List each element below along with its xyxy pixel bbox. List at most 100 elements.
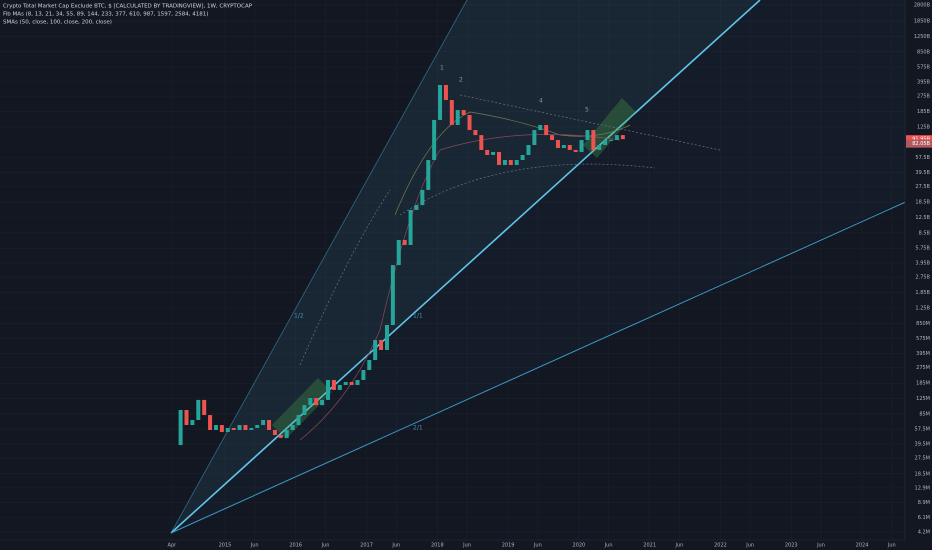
y-tick-label: 185B (917, 109, 931, 115)
y-tick-label: 125B (917, 125, 931, 131)
candle-body (591, 130, 596, 150)
y-tick-label: 3.95B (915, 260, 930, 266)
fan-fill-lower (171, 0, 905, 533)
candle-body (343, 381, 348, 385)
axes: 4.2M 6.1M 8.9M 12.9M 18.5M 27.5M 39.5M 57.5M 85M… (168, 2, 932, 549)
candle-body (284, 430, 289, 438)
wave-label: 5 (585, 107, 589, 114)
y-tick-label: 2800B (914, 2, 931, 8)
y-tick-label: 2.75B (915, 275, 930, 281)
y-tick-label: 27.5B (915, 184, 930, 190)
y-tick-label: 395M (916, 351, 930, 357)
candle-body (349, 381, 354, 385)
wave-label: 2 (459, 77, 463, 84)
x-tick-label: Jun (887, 543, 896, 549)
candle-body (502, 160, 507, 165)
candle-body (432, 119, 437, 161)
candle-body (426, 160, 431, 190)
candle-body (603, 140, 608, 145)
candle-body (355, 379, 360, 385)
candle-body (520, 154, 525, 161)
x-tick-label: Jun (816, 543, 825, 549)
y-tick-label: 6.1M (918, 515, 930, 521)
candle-body (272, 430, 277, 435)
fan-label: 2/1 (413, 425, 423, 432)
candle-body (290, 425, 295, 431)
candle-body (396, 239, 401, 266)
candle-body (373, 339, 378, 361)
candle-body (337, 384, 342, 390)
x-tick-label: Jun (250, 543, 259, 549)
y-tick-label: 850B (917, 49, 931, 55)
x-tick-label: 2019 (502, 543, 515, 549)
y-tick-label: 18.5M (915, 471, 930, 477)
fan-line (170, 0, 468, 534)
candle-body (331, 379, 336, 390)
candle-body (461, 110, 466, 116)
candle-body (550, 135, 555, 141)
y-tick-label: 275M (916, 365, 930, 371)
candle-body (532, 130, 537, 145)
candle-body (379, 339, 384, 350)
candle-body (296, 415, 301, 426)
candle-body (202, 399, 207, 416)
x-tick-label: 2020 (573, 543, 586, 549)
candle-body (573, 149, 578, 152)
candle-body (302, 405, 307, 416)
candle-body (443, 84, 448, 101)
candle-body (514, 160, 519, 165)
candle-body (390, 265, 395, 325)
sma-line (299, 134, 621, 441)
candle-body (267, 420, 272, 431)
x-tick-label: Jun (321, 543, 330, 549)
candle-body (579, 140, 584, 152)
candle-body (178, 409, 183, 446)
candle-body (255, 425, 260, 429)
y-tick-label: 395B (917, 79, 931, 85)
candle-body (508, 160, 513, 165)
x-tick-label: Jun (745, 543, 754, 549)
candle-body (614, 135, 619, 141)
y-tick-label: 125M (916, 396, 930, 402)
price-axis (905, 0, 932, 550)
y-tick-label: 1250B (914, 34, 931, 40)
y-tick-label: 12.9M (915, 485, 930, 491)
candle-body (597, 144, 602, 150)
candle-body (314, 398, 319, 406)
candle-body (384, 324, 389, 350)
candle-body (455, 110, 460, 125)
trend-curve (399, 163, 656, 216)
wave-label: 4 (539, 98, 543, 105)
candle-body (567, 144, 572, 150)
y-tick-label: 185M (916, 381, 930, 387)
x-tick-label: Jun (533, 543, 542, 549)
y-tick-label: 27.5M (915, 456, 930, 462)
candle-body (544, 124, 549, 136)
candle-body (473, 130, 478, 136)
x-tick-label: 2022 (714, 543, 727, 549)
y-tick-label: 575M (916, 336, 930, 342)
candle-body (420, 189, 425, 206)
x-tick-label: Apr (168, 543, 178, 549)
y-tick-label: 850M (916, 321, 930, 327)
x-tick-label: Jun (604, 543, 613, 549)
y-tick-label: 8.5B (919, 230, 931, 236)
candle-body (485, 149, 490, 155)
candle-body (361, 370, 366, 380)
y-tick-label: 18.5B (915, 200, 930, 206)
y-tick-label: 57.5M (915, 427, 930, 433)
candle-body (479, 135, 484, 150)
y-tick-label: 85M (919, 411, 930, 417)
indicator-label: Fib MAs (8, 13, 21, 34, 55, 89, 144, 233… (3, 12, 208, 18)
indicator-label: SMAs (50, close, 100, close, 200, close) (3, 20, 112, 26)
fan-line (170, 0, 761, 534)
time-axis (0, 540, 932, 550)
y-tick-label: 12.5B (915, 215, 930, 221)
y-tick-label: 39.5M (915, 441, 930, 447)
fan-label: 1/2 (294, 313, 304, 320)
y-tick-label: 1.25B (915, 306, 930, 312)
y-tick-label: 5.75B (915, 246, 930, 252)
candle-body (190, 420, 195, 426)
highlight-box (583, 98, 636, 158)
